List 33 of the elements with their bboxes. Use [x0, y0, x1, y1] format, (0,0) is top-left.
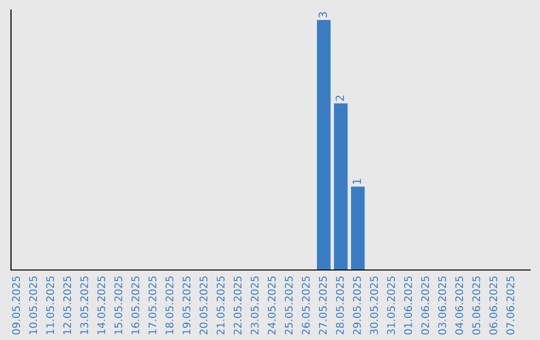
x-tick-label: 22.05.2025: [234, 276, 242, 334]
x-tick-label: 20.05.2025: [200, 276, 208, 334]
x-tick-label: 21.05.2025: [216, 276, 225, 334]
x-tick-label: 17.05.2025: [148, 276, 156, 334]
x-tick-label: 02.06.2025: [421, 276, 430, 335]
data-label: 1: [352, 178, 361, 184]
x-tick-label: 07.06.2025: [506, 276, 514, 335]
data-label: 2: [336, 96, 344, 101]
x-tick-label: 23.05.2025: [250, 276, 259, 334]
x-tick-label: 01.06.2025: [404, 276, 412, 335]
x-tick-label: 03.06.2025: [438, 276, 446, 335]
x-tick-label: 18.05.2025: [166, 276, 174, 334]
x-tick-label: 15.05.2025: [114, 276, 122, 334]
x-tick-label: 25.05.2025: [284, 276, 293, 334]
x-tick-label: 28.05.2025: [336, 276, 344, 334]
x-tick-label: 24.05.2025: [268, 276, 276, 334]
x-tick-label: 05.06.2025: [472, 276, 480, 335]
x-tick-label: 10.05.2025: [29, 276, 38, 334]
x-tick-label: 13.05.2025: [80, 276, 88, 334]
x-tick-label: 16.05.2025: [131, 276, 140, 334]
x-tick-label: 06.06.2025: [489, 276, 498, 335]
x-tick-label: 30.05.2025: [370, 276, 378, 334]
x-tick-label: 04.06.2025: [455, 276, 464, 335]
x-tick-label: 09.05.2025: [12, 276, 20, 335]
x-tick-label: 11.05.2025: [46, 276, 54, 334]
x-tick-label: 14.05.2025: [97, 276, 106, 334]
x-tick-label: 29.05.2025: [352, 276, 361, 334]
x-tick-label: 19.05.2025: [182, 276, 190, 334]
x-tick-label: 31.05.2025: [387, 276, 395, 334]
data-label: 3: [318, 12, 327, 18]
x-tick-label: 27.05.2025: [318, 276, 327, 334]
x-tick-label: 12.05.2025: [63, 276, 72, 334]
x-tick-label: 26.05.2025: [302, 276, 310, 334]
